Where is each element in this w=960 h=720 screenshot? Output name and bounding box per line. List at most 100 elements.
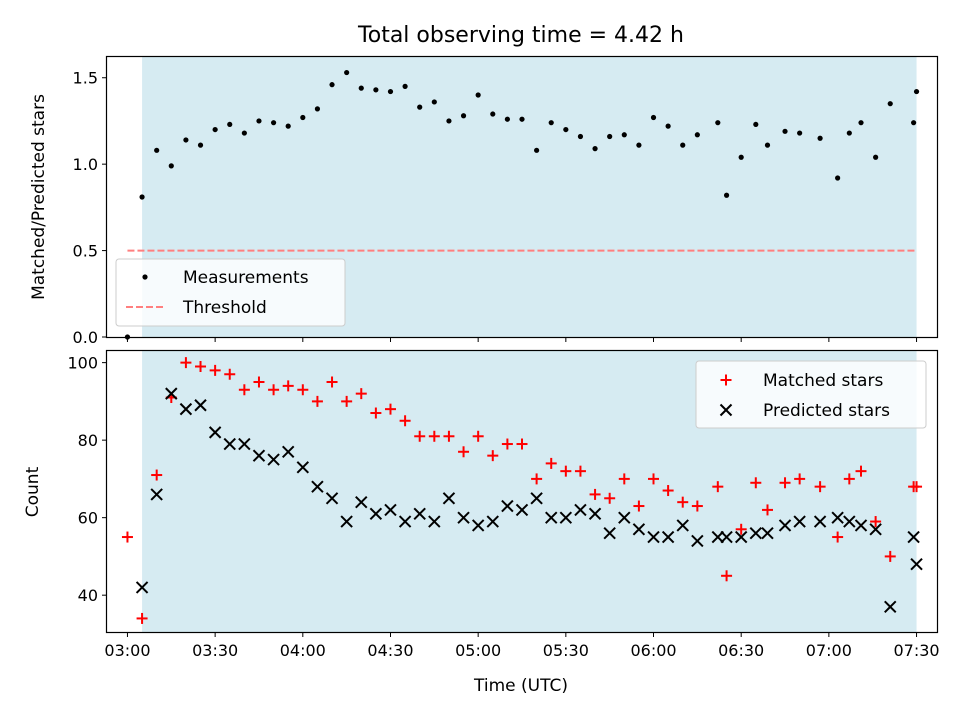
predicted-star-point bbox=[910, 557, 923, 571]
predicted-star-point bbox=[398, 515, 412, 528]
marker-stroke bbox=[603, 526, 616, 540]
marker-stroke bbox=[884, 600, 897, 614]
measurement-point bbox=[417, 104, 423, 110]
marker-stroke bbox=[711, 530, 725, 544]
marker-stroke bbox=[676, 519, 689, 532]
measurement-point bbox=[738, 154, 744, 160]
measurement-point bbox=[621, 132, 627, 138]
measurement-point bbox=[197, 142, 204, 148]
measurement-point bbox=[913, 88, 920, 95]
predicted-star-point bbox=[340, 515, 353, 528]
measurement-point bbox=[873, 154, 879, 160]
matched-star-point bbox=[297, 384, 309, 396]
top-plot-frame bbox=[105, 55, 939, 339]
marker-stroke bbox=[135, 581, 149, 594]
marker-stroke bbox=[618, 511, 631, 524]
marker-stroke bbox=[588, 507, 602, 520]
marker-stroke bbox=[647, 530, 660, 544]
predicted-star-point bbox=[296, 461, 310, 474]
matched-star-point bbox=[855, 465, 867, 477]
matched-star-point bbox=[399, 415, 411, 427]
matched-star-point bbox=[268, 384, 280, 396]
marker-stroke bbox=[910, 557, 923, 571]
measurement-point bbox=[665, 123, 671, 129]
marker-stroke bbox=[545, 511, 558, 524]
measurement-point bbox=[592, 146, 598, 152]
x-tick-label: 03:00 bbox=[104, 641, 150, 660]
predicted-star-point bbox=[471, 519, 485, 532]
matched-star-point bbox=[662, 485, 674, 497]
predicted-star-point bbox=[281, 445, 295, 458]
marker-stroke bbox=[813, 515, 827, 528]
measurement-point bbox=[797, 130, 803, 136]
predicted-star-point bbox=[486, 515, 499, 528]
matched-star-point bbox=[311, 395, 323, 407]
measurement-point bbox=[548, 120, 554, 126]
matched-star-point bbox=[545, 457, 557, 469]
marker-stroke bbox=[734, 530, 748, 544]
marker-stroke bbox=[179, 402, 193, 416]
y-tick-label: 100 bbox=[67, 354, 98, 373]
bottom-plot-frame bbox=[105, 349, 939, 634]
measurement-point bbox=[168, 163, 174, 169]
marker-stroke bbox=[150, 488, 163, 501]
measurement-point bbox=[460, 113, 467, 119]
predicted-star-point bbox=[428, 515, 441, 528]
marker-stroke bbox=[831, 511, 844, 524]
marker-stroke bbox=[854, 519, 868, 532]
matched-star-point bbox=[574, 465, 586, 477]
measurement-point bbox=[373, 87, 379, 93]
predicted-star-point bbox=[369, 507, 383, 520]
marker-stroke bbox=[442, 492, 456, 505]
x-tick-label: 04:30 bbox=[367, 641, 413, 660]
measurement-point bbox=[241, 130, 247, 136]
measurement-point bbox=[858, 120, 864, 126]
measurement-point bbox=[387, 88, 394, 95]
predicted-star-point bbox=[194, 399, 207, 412]
matched-star-point bbox=[633, 500, 645, 512]
measurement-point bbox=[490, 111, 496, 117]
measurement-point bbox=[694, 132, 700, 138]
measurement-point bbox=[764, 142, 771, 148]
predicted-star-point bbox=[691, 534, 704, 548]
x-tick-label: 06:30 bbox=[718, 641, 764, 660]
predicted-star-point bbox=[355, 495, 368, 509]
matched-star-point bbox=[458, 446, 470, 458]
matched-star-point bbox=[884, 550, 896, 562]
matched-star-point bbox=[443, 430, 455, 442]
matched-star-point bbox=[282, 380, 294, 392]
measurement-point bbox=[358, 85, 364, 91]
matched-star-point bbox=[238, 384, 250, 396]
marker-stroke bbox=[238, 437, 251, 451]
marker-stroke bbox=[413, 507, 426, 520]
predicted-star-point bbox=[761, 526, 774, 540]
measurement-point bbox=[636, 142, 642, 148]
marker-stroke bbox=[355, 495, 368, 509]
matched-star-point bbox=[341, 395, 353, 407]
matched-star-point bbox=[370, 407, 382, 419]
marker-stroke bbox=[632, 523, 646, 536]
measurement-point bbox=[680, 142, 686, 148]
predicted-star-point bbox=[179, 402, 193, 416]
marker-stroke bbox=[559, 511, 573, 524]
marker-stroke bbox=[761, 526, 774, 540]
matched-star-point bbox=[589, 488, 601, 500]
measurement-point bbox=[650, 114, 657, 121]
matched-star-point bbox=[618, 473, 630, 485]
measurement-point bbox=[446, 118, 452, 124]
measurement-point bbox=[329, 82, 335, 88]
measurement-point bbox=[887, 101, 893, 107]
predicted-star-point bbox=[632, 523, 646, 536]
matched-star-point bbox=[832, 531, 844, 543]
y-tick-label: 0.5 bbox=[73, 242, 98, 261]
predicted-star-point bbox=[734, 530, 748, 544]
matched-star-point bbox=[794, 473, 806, 485]
measurement-point bbox=[183, 137, 189, 143]
marker-stroke bbox=[252, 449, 266, 462]
bottom-ylabel: Count bbox=[23, 466, 43, 517]
x-tick-label: 03:30 bbox=[192, 641, 238, 660]
matched-star-point bbox=[750, 477, 762, 489]
x-tick-label: 05:00 bbox=[455, 641, 501, 660]
top-ylabel: Matched/Predicted stars bbox=[29, 94, 49, 300]
marker-stroke bbox=[340, 515, 353, 528]
